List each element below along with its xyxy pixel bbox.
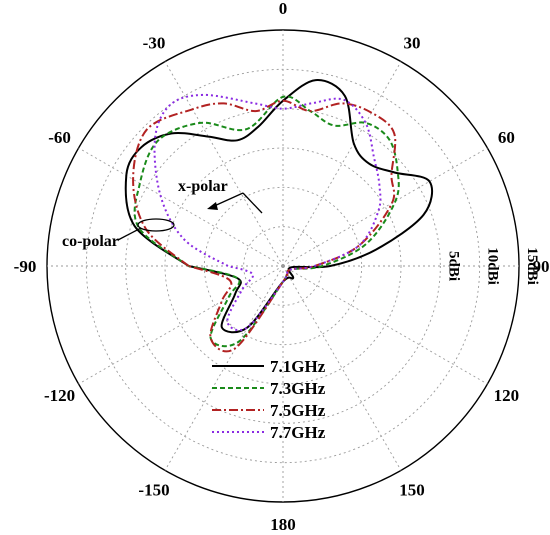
series-line-7.7ghz	[153, 93, 382, 332]
series-line-7.1ghz	[124, 79, 434, 334]
grid-spoke	[282, 61, 402, 267]
grid-spoke	[164, 61, 284, 267]
co-polar-label: co-polar	[62, 233, 119, 250]
grid-spoke	[164, 265, 284, 471]
x-polar-arrow-2	[242, 192, 263, 214]
angle-tick-label: 60	[498, 128, 515, 147]
grid-spoke	[282, 265, 488, 385]
legend-label: 7.3GHz	[270, 379, 326, 398]
x-polar-annotation: x-polar	[178, 178, 263, 214]
angle-tick-label: 180	[270, 515, 296, 534]
legend-label: 7.7GHz	[270, 423, 326, 442]
angle-tick-label: 90	[533, 257, 550, 276]
grid-spoke	[78, 147, 284, 267]
angle-tick-label: 150	[399, 480, 425, 499]
legend: 7.1GHz 7.3GHz 7.5GHz 7.7GHz	[212, 357, 326, 442]
angle-tick-label: -60	[48, 128, 71, 147]
x-polar-arrowhead	[207, 202, 218, 210]
angle-tick-label: -30	[143, 34, 166, 53]
legend-label: 7.5GHz	[270, 401, 326, 420]
angle-tick-label: -90	[14, 257, 37, 276]
grid-ring	[164, 147, 402, 385]
axis-tick-labels: 0 30 60 90 120 150 180 -150 -120 -90 -60 -30 5dBi 10d…	[14, 0, 550, 534]
polar-grid	[46, 29, 520, 503]
grid-ring	[125, 108, 441, 424]
series-line-7.3ghz	[133, 95, 400, 348]
radial-tick-label: 15dBi	[524, 247, 540, 285]
grid-spoke	[282, 265, 402, 471]
angle-tick-label: -120	[44, 386, 75, 405]
angle-tick-label: 30	[404, 34, 421, 53]
x-polar-arrow	[211, 192, 244, 208]
angle-tick-label: -150	[138, 480, 169, 499]
angle-tick-label: 0	[279, 0, 288, 18]
co-polar-ellipse	[137, 218, 175, 232]
angle-tick-label: 120	[494, 386, 520, 405]
grid-ring	[203, 186, 363, 346]
co-polar-leader	[117, 227, 142, 241]
grid-spoke	[282, 147, 488, 267]
radial-tick-label: 5dBi	[445, 251, 461, 281]
co-polar-annotation: co-polar	[62, 218, 175, 250]
radial-tick-label: 10dBi	[485, 247, 501, 285]
grid-spoke	[78, 265, 284, 385]
legend-label: 7.1GHz	[270, 357, 326, 376]
radiation-pattern-curves	[124, 79, 434, 353]
x-polar-label: x-polar	[178, 178, 228, 195]
series-line-7.5ghz	[132, 99, 397, 353]
